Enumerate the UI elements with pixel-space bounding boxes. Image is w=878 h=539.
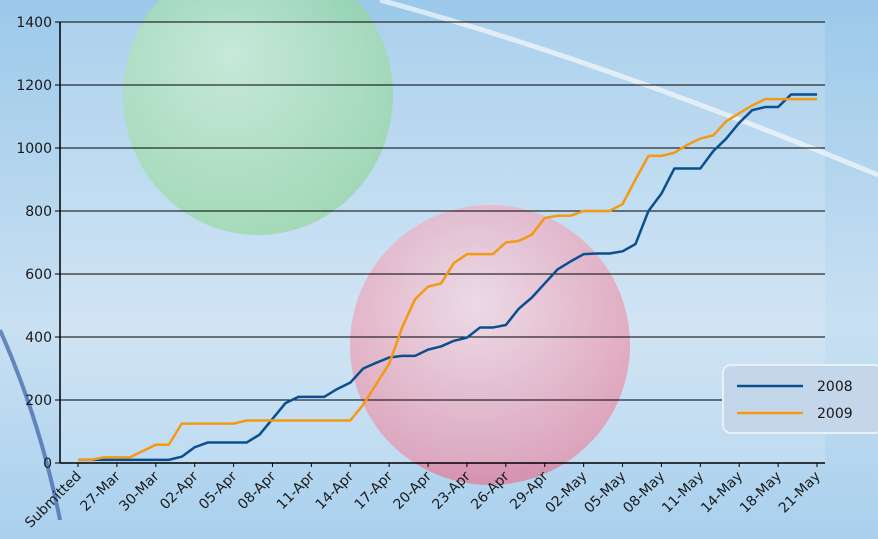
y-tick-label: 200 bbox=[25, 393, 52, 409]
y-tick-label: 600 bbox=[25, 267, 52, 283]
y-tick-label: 1200 bbox=[16, 78, 52, 94]
legend-label: 2008 bbox=[817, 379, 853, 395]
y-tick-label: 1400 bbox=[16, 15, 52, 31]
legend-box bbox=[723, 365, 878, 433]
legend-label: 2009 bbox=[817, 406, 853, 422]
y-tick-label: 400 bbox=[25, 330, 52, 346]
chart: 0200400600800100012001400Submitted27-Mar… bbox=[0, 0, 878, 539]
y-tick-label: 0 bbox=[43, 456, 52, 472]
y-tick-label: 800 bbox=[25, 204, 52, 220]
y-tick-label: 1000 bbox=[16, 141, 52, 157]
plot-area bbox=[60, 22, 825, 463]
